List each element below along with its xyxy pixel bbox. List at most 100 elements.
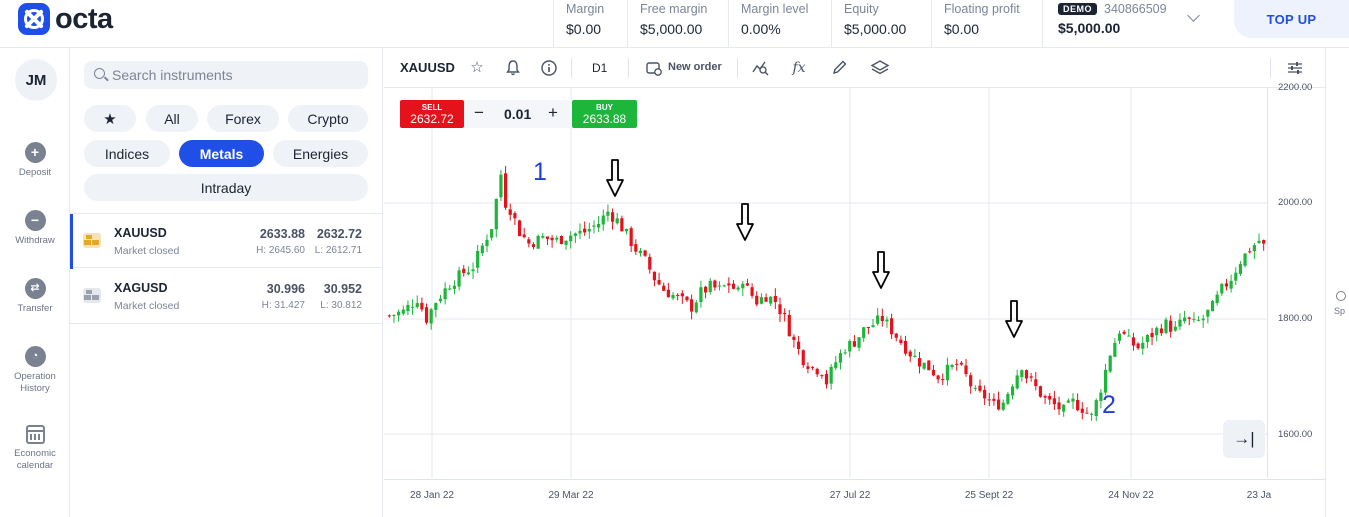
candle-body <box>443 288 447 300</box>
candle-body <box>1196 319 1201 321</box>
candle-body <box>959 362 963 365</box>
stat-free-margin: Free margin $5,000.00 <box>627 0 728 48</box>
candle-body <box>1234 272 1238 281</box>
candle-body <box>406 304 410 312</box>
filter-intraday[interactable]: Intraday <box>84 174 368 201</box>
stat-label: Margin level <box>741 2 809 16</box>
sell-button[interactable]: SELL 2632.72 <box>400 100 464 128</box>
candle-body <box>615 218 619 224</box>
filter-crypto[interactable]: Crypto <box>288 105 368 132</box>
buy-button[interactable]: BUY 2633.88 <box>572 100 637 128</box>
candle-body <box>410 306 415 308</box>
y-tick-label: 2000.00 <box>1278 197 1313 208</box>
instrument-row-xagusd[interactable]: XAGUSD Market closed 30.996 30.952 H: 31… <box>70 269 382 324</box>
nav-operation-history[interactable]: ◔ Operation History <box>0 346 70 395</box>
candle-body <box>1108 355 1112 372</box>
filter-metals[interactable]: Metals <box>179 140 264 167</box>
filter-all[interactable]: All <box>146 105 198 132</box>
instrument-sell-price: 2632.72 <box>316 227 362 241</box>
increase-quantity-button[interactable]: + <box>548 103 558 122</box>
stat-label: Free margin <box>640 2 708 16</box>
candle-body <box>941 379 945 381</box>
nav-economic-calendar[interactable]: Economic calendar <box>0 425 70 472</box>
instrument-buy-price: 30.996 <box>266 282 305 296</box>
instrument-row-xauusd[interactable]: XAUUSD Market closed 2633.88 2632.72 H: … <box>70 213 382 269</box>
candle-body <box>457 270 461 287</box>
candle-body <box>1010 386 1015 396</box>
quantity-stepper: − 0.01 + <box>464 100 572 128</box>
search-box[interactable] <box>84 61 368 89</box>
buy-price: 2633.88 <box>582 112 627 126</box>
candle-body <box>950 364 954 368</box>
candle-body <box>1015 375 1019 389</box>
filter-forex[interactable]: Forex <box>207 105 279 132</box>
nav-deposit[interactable]: + Deposit <box>0 142 70 179</box>
star-icon[interactable]: ☆ <box>470 59 484 76</box>
candle-body <box>699 287 703 303</box>
candle-body <box>1066 400 1070 403</box>
quantity-value[interactable]: 0.01 <box>504 106 532 122</box>
candle-body <box>420 302 424 310</box>
nav-withdraw[interactable]: − Withdraw <box>0 210 70 247</box>
account-balance: $5,000.00 <box>1058 20 1121 36</box>
timeframe-button[interactable]: D1 <box>592 61 608 75</box>
candle-body <box>1243 253 1247 266</box>
octa-logo[interactable]: octa <box>18 3 113 35</box>
decrease-quantity-button[interactable]: − <box>474 103 484 122</box>
candle-body <box>676 294 680 296</box>
new-order-button[interactable]: New order <box>668 61 722 73</box>
left-navigation: JM + Deposit − Withdraw ⇄ Transfer ◔ Ope… <box>0 48 70 517</box>
function-icon[interactable]: fx <box>792 60 806 76</box>
top-up-button[interactable]: TOP UP <box>1234 0 1349 38</box>
candle-body <box>1178 319 1182 327</box>
search-input[interactable] <box>112 61 362 89</box>
candle-body <box>1229 280 1233 289</box>
x-tick-label: 29 Mar 22 <box>548 490 594 501</box>
bell-icon[interactable] <box>505 60 521 76</box>
candle-body <box>1076 399 1080 411</box>
brand-name: octa <box>55 3 113 35</box>
demo-badge: DEMO <box>1058 3 1097 15</box>
candle-body <box>601 215 605 225</box>
candle-body <box>531 244 536 248</box>
filter-indices[interactable]: Indices <box>84 140 170 167</box>
x-tick-label: 23 Ja <box>1246 490 1272 501</box>
candle-body <box>559 236 564 244</box>
candle-body <box>634 244 638 252</box>
down-arrow-annotation <box>736 203 754 241</box>
candle-body <box>1038 386 1043 397</box>
filter-favorites[interactable]: ★ <box>84 105 136 132</box>
price-chart[interactable] <box>384 88 1267 478</box>
indicators-icon[interactable] <box>752 60 769 76</box>
candle-body <box>787 314 791 337</box>
right-strip-label: Sp <box>1334 306 1346 316</box>
avatar[interactable]: JM <box>15 59 57 101</box>
candle-body <box>917 358 922 367</box>
candle-body <box>666 289 670 298</box>
y-tick-label: 1800.00 <box>1278 313 1313 324</box>
info-icon[interactable] <box>541 60 557 76</box>
scroll-to-latest-button[interactable]: →| <box>1223 420 1265 458</box>
chart-area: XAUUSD ☆ D1 New order fx <box>384 48 1325 517</box>
candle-body <box>717 285 722 287</box>
candle-body <box>973 387 977 389</box>
pencil-icon[interactable] <box>831 60 847 76</box>
chevron-down-icon[interactable] <box>1187 9 1200 22</box>
new-order-icon[interactable] <box>646 60 662 76</box>
candle-body <box>778 304 782 315</box>
candle-body <box>1062 404 1066 412</box>
candle-body <box>1001 402 1005 410</box>
candle-body <box>890 318 894 335</box>
account-selector[interactable]: DEMO 340866509 $5,000.00 <box>1042 0 1216 48</box>
layers-icon[interactable] <box>870 60 890 76</box>
chart-symbol[interactable]: XAUUSD <box>400 60 455 75</box>
candle-body <box>1224 283 1229 287</box>
candle-body <box>429 309 433 324</box>
nav-transfer[interactable]: ⇄ Transfer <box>0 278 70 315</box>
stat-equity: Equity $5,000.00 <box>831 0 931 48</box>
candle-body <box>1215 294 1219 304</box>
instrument-buy-price: 2633.88 <box>259 227 305 241</box>
settings-sliders-icon[interactable] <box>1287 60 1303 76</box>
gear-icon[interactable] <box>1336 291 1346 301</box>
filter-energies[interactable]: Energies <box>273 140 368 167</box>
